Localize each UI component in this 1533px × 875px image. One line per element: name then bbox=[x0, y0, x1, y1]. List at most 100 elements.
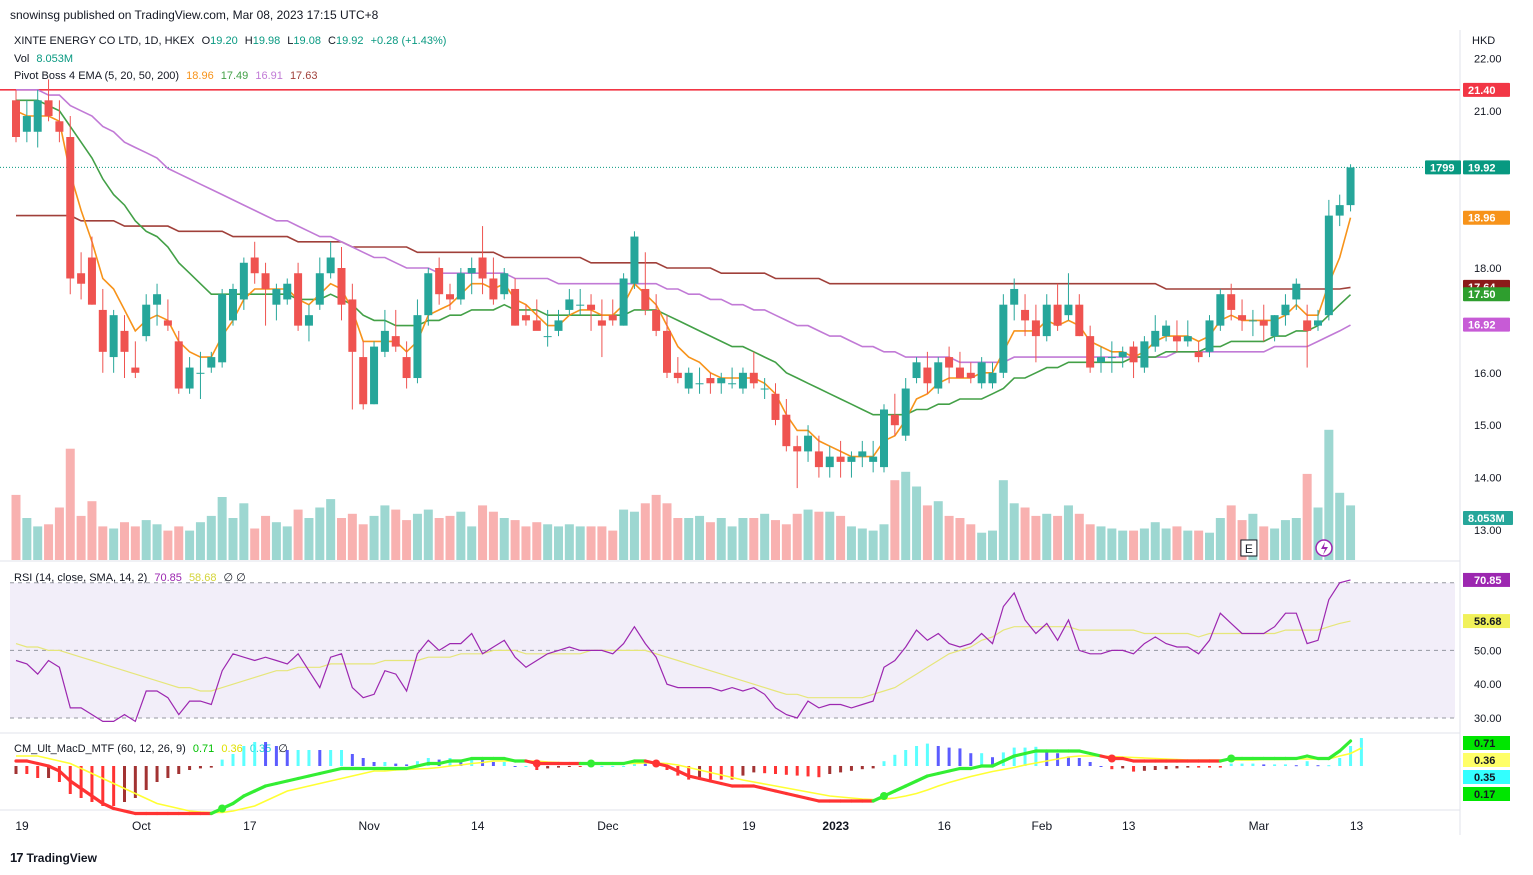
candle-body bbox=[1010, 288, 1019, 305]
macd-hist-bar bbox=[535, 766, 539, 770]
volume-bar bbox=[467, 526, 477, 560]
macd-line-segment bbox=[1077, 749, 1092, 756]
rsi-axis-label-bg bbox=[1463, 572, 1510, 587]
candle-body bbox=[294, 273, 303, 326]
candle-body bbox=[1031, 320, 1040, 337]
candle-body bbox=[250, 257, 259, 274]
candle-body bbox=[966, 372, 975, 379]
macd-hist-bar bbox=[502, 762, 506, 766]
macd-line-segment bbox=[795, 794, 810, 801]
ema50-label-bg bbox=[1463, 317, 1510, 332]
candle-body bbox=[814, 451, 823, 468]
candle-body bbox=[749, 372, 758, 384]
candle-body bbox=[380, 330, 389, 352]
candle-body bbox=[391, 336, 400, 347]
macd-axis-label-bg bbox=[1463, 770, 1510, 784]
macd-hist-bar bbox=[1262, 764, 1266, 766]
time-axis-tick: Oct bbox=[132, 819, 151, 833]
macd-line-segment bbox=[90, 794, 105, 806]
macd-line-segment bbox=[773, 789, 788, 796]
macd-hist-bar bbox=[578, 766, 582, 767]
macd-hist-bar bbox=[524, 766, 528, 767]
volume-bar bbox=[1129, 530, 1139, 560]
macd-hist-bar bbox=[274, 746, 278, 766]
candle-body bbox=[1205, 320, 1214, 352]
rsi-sma-line bbox=[15, 620, 1351, 699]
macd-hist-bar bbox=[1338, 758, 1342, 766]
volume-bar bbox=[499, 518, 509, 560]
macd-hist-bar bbox=[1273, 764, 1277, 766]
volume-bar bbox=[337, 518, 346, 560]
time-axis-tick: Mar bbox=[1249, 819, 1270, 833]
volume-bar bbox=[1280, 520, 1290, 560]
tradingview-logo-icon: 17 bbox=[10, 850, 24, 865]
volume-bar bbox=[195, 522, 205, 560]
macd-value: 0.71 bbox=[192, 743, 215, 755]
candle-body bbox=[663, 330, 671, 373]
volume-bar bbox=[228, 518, 238, 560]
macd-hist-bar bbox=[198, 766, 202, 769]
time-axis-tick: 19 bbox=[15, 819, 29, 833]
volume-bar bbox=[1194, 530, 1204, 560]
candle-body bbox=[1097, 357, 1105, 363]
macd-line-segment bbox=[220, 801, 235, 811]
volume-bar bbox=[619, 509, 629, 560]
macd-axis-label-bg bbox=[1463, 787, 1510, 801]
macd-hist-bar bbox=[784, 766, 788, 775]
candle-body bbox=[1118, 351, 1127, 358]
candle-body bbox=[760, 388, 769, 390]
candle-body bbox=[87, 257, 96, 305]
volume-bar bbox=[1139, 528, 1149, 560]
volume-bar bbox=[293, 509, 303, 560]
price-axis-tick: 21.00 bbox=[1474, 106, 1502, 118]
candle-body bbox=[717, 378, 726, 384]
change-value: +0.28 (+1.43%) bbox=[370, 35, 447, 47]
volume-bar bbox=[695, 515, 705, 560]
ema-legend[interactable]: Pivot Boss 4 EMA (5, 20, 50, 200) 18.96 … bbox=[14, 70, 321, 82]
macd-hist-bar bbox=[936, 746, 940, 766]
volume-legend[interactable]: Vol 8.053M bbox=[14, 53, 77, 65]
candle-body bbox=[706, 378, 715, 384]
symbol-name[interactable]: XINTE ENERGY CO LTD, 1D, HKEX bbox=[14, 35, 195, 47]
volume-bar bbox=[705, 522, 715, 560]
volume-bar bbox=[890, 480, 900, 560]
macd-hist-bar bbox=[177, 766, 181, 774]
macd-hist-bar bbox=[882, 761, 886, 766]
volume-bar bbox=[185, 530, 195, 560]
symbol-legend[interactable]: XINTE ENERGY CO LTD, 1D, HKEX O19.20 H19… bbox=[14, 35, 450, 47]
ema20-label: 17.50 bbox=[1468, 289, 1496, 301]
volume-bar bbox=[1063, 505, 1073, 560]
volume-bar bbox=[1074, 513, 1084, 560]
candle-body bbox=[424, 273, 433, 316]
volume-bar bbox=[1150, 522, 1160, 560]
volume-bar bbox=[966, 524, 976, 560]
ema20-label-bg bbox=[1463, 287, 1510, 302]
macd-label: CM_Ult_MacD_MTF (60, 12, 26, 9) bbox=[14, 743, 186, 755]
volume-bar bbox=[369, 515, 379, 560]
macd-axis-label: 0.35 bbox=[1474, 772, 1495, 784]
candle-body bbox=[229, 288, 237, 321]
tradingview-footer[interactable]: 17 TradingView bbox=[10, 850, 97, 865]
candle-body bbox=[1129, 346, 1138, 363]
candle-body bbox=[456, 273, 465, 300]
time-axis-tick: Dec bbox=[597, 819, 618, 833]
time-axis-tick: 2023 bbox=[822, 819, 849, 833]
macd-extra: ∅ bbox=[278, 743, 288, 755]
rsi-legend[interactable]: RSI (14, close, SMA, 14, 2) 70.85 58.68 … bbox=[14, 571, 250, 584]
volume-bar bbox=[857, 528, 867, 560]
macd-line-segment bbox=[101, 801, 116, 811]
volume-bar bbox=[261, 515, 271, 560]
volume-bar bbox=[120, 522, 129, 560]
macd-line-segment bbox=[318, 769, 333, 776]
macd-hist-bar bbox=[741, 766, 745, 776]
candle-body bbox=[207, 357, 216, 368]
price-axis-tick: 16.00 bbox=[1474, 368, 1502, 380]
volume-bar bbox=[532, 522, 542, 560]
macd-hist-bar bbox=[405, 764, 409, 766]
candle-body bbox=[22, 116, 31, 132]
macd-hist-bar bbox=[123, 766, 126, 802]
candle-body bbox=[1107, 357, 1116, 359]
volume-bar bbox=[282, 526, 292, 560]
volume-bar bbox=[1324, 429, 1334, 560]
